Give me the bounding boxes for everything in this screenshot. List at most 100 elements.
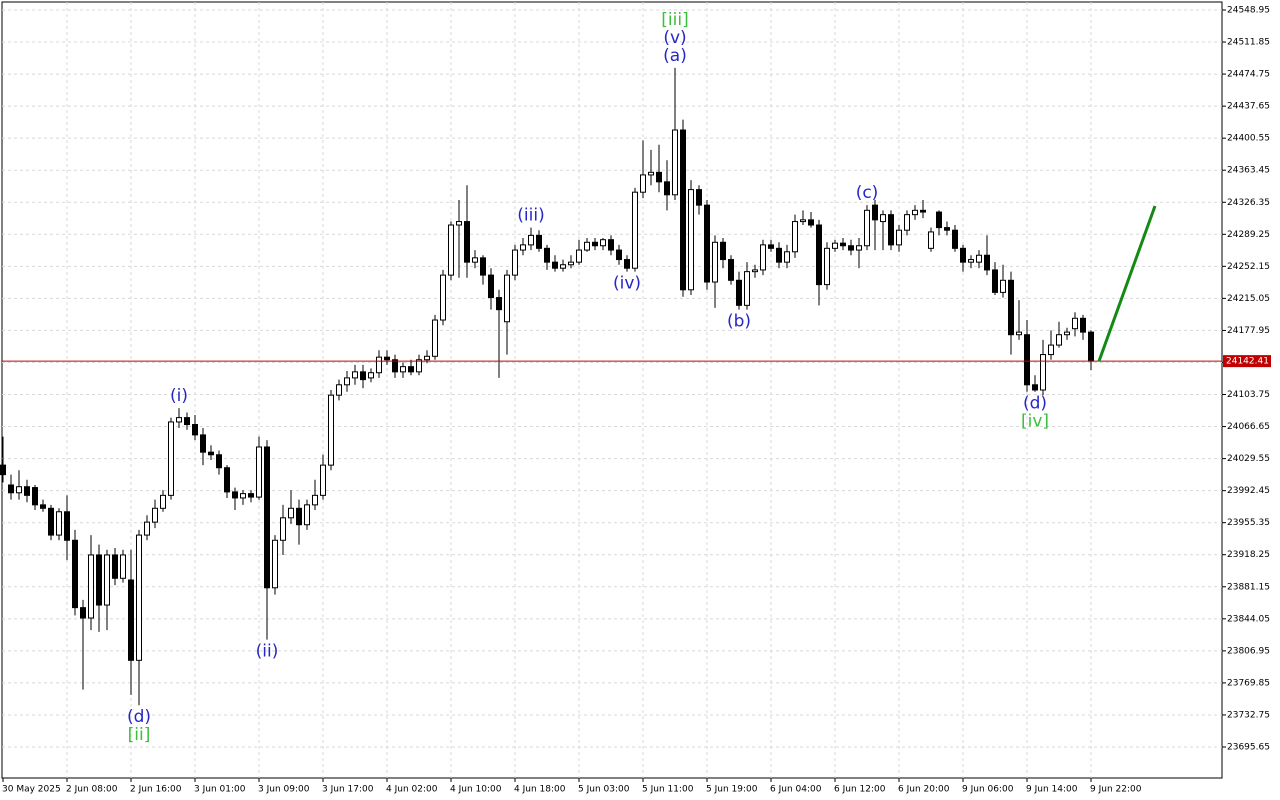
candle-body bbox=[504, 274, 510, 323]
candle-body bbox=[240, 493, 246, 499]
candle-body bbox=[320, 464, 326, 496]
candle-body bbox=[816, 224, 822, 286]
x-tick-label: 2 Jun 16:00 bbox=[130, 785, 182, 795]
candle-body bbox=[568, 261, 574, 266]
candle-body bbox=[344, 377, 350, 386]
x-tick-label: 4 Jun 10:00 bbox=[450, 785, 502, 795]
candle-body bbox=[1048, 344, 1054, 356]
x-tick-label: 5 Jun 11:00 bbox=[642, 785, 694, 795]
x-tick-label: 6 Jun 20:00 bbox=[898, 785, 950, 795]
candle-body bbox=[824, 247, 830, 286]
candle-body bbox=[208, 451, 214, 456]
wave-label: (iii) bbox=[517, 206, 544, 226]
wave-label: [ii] bbox=[128, 725, 151, 745]
candle-body bbox=[280, 517, 286, 541]
candle-body bbox=[920, 209, 926, 213]
candle-body bbox=[192, 424, 198, 436]
candle-body bbox=[424, 355, 430, 361]
candle-body bbox=[200, 434, 206, 453]
candle-body bbox=[792, 221, 798, 253]
y-tick-label: 24437.65 bbox=[1227, 102, 1270, 112]
y-tick-label: 24029.55 bbox=[1227, 454, 1270, 464]
candle-body bbox=[120, 554, 126, 579]
x-tick-label: 3 Jun 17:00 bbox=[322, 785, 374, 795]
candle-body bbox=[680, 129, 686, 291]
candle-body bbox=[488, 274, 494, 299]
y-tick-label: 23844.05 bbox=[1227, 614, 1270, 624]
wave-label: (v) bbox=[663, 28, 686, 48]
candle-body bbox=[608, 239, 614, 251]
wave-label: (ii) bbox=[256, 642, 279, 662]
candle-body bbox=[536, 234, 542, 249]
candle-body bbox=[808, 219, 814, 226]
candle-body bbox=[1072, 317, 1078, 330]
candle-body bbox=[480, 257, 486, 276]
candle-body bbox=[176, 417, 182, 423]
y-tick-label: 24548.95 bbox=[1227, 5, 1270, 15]
candle-body bbox=[512, 249, 518, 276]
candle-body bbox=[376, 356, 382, 374]
candle-body bbox=[8, 484, 14, 494]
candle-body bbox=[112, 554, 118, 579]
candle-body bbox=[744, 271, 750, 306]
candle-body bbox=[584, 241, 590, 251]
x-tick-label: 4 Jun 18:00 bbox=[514, 785, 566, 795]
candle-body bbox=[40, 504, 46, 509]
candle-body bbox=[960, 247, 966, 263]
y-tick-label: 24363.45 bbox=[1227, 166, 1270, 176]
candle-body bbox=[1032, 384, 1038, 391]
candle-body bbox=[952, 229, 958, 249]
wave-label: [iii] bbox=[661, 10, 688, 30]
x-tick-label: 5 Jun 03:00 bbox=[578, 785, 630, 795]
y-tick-label: 23881.15 bbox=[1227, 582, 1270, 592]
candle-body bbox=[128, 579, 134, 661]
candle-body bbox=[184, 417, 190, 426]
candle-body bbox=[16, 486, 22, 494]
candle-body bbox=[456, 221, 462, 226]
y-tick-label: 23955.35 bbox=[1227, 518, 1270, 528]
candle-body bbox=[1008, 279, 1014, 336]
y-tick-label: 24215.05 bbox=[1227, 294, 1270, 304]
candle-body bbox=[624, 259, 630, 269]
candle-body bbox=[1016, 331, 1022, 336]
candle-body bbox=[896, 229, 902, 246]
wave-label: (b) bbox=[727, 312, 751, 332]
candle-body bbox=[416, 359, 422, 373]
candle-body bbox=[304, 504, 310, 526]
candle-body bbox=[880, 214, 886, 223]
candle-body bbox=[528, 234, 534, 246]
candle-body bbox=[1040, 354, 1046, 391]
candle-body bbox=[832, 242, 838, 249]
candle-body bbox=[688, 189, 694, 291]
candle-body bbox=[968, 259, 974, 263]
candle-body bbox=[168, 421, 174, 496]
x-tick-label: 5 Jun 19:00 bbox=[706, 785, 758, 795]
candle-body bbox=[400, 366, 406, 373]
candle-body bbox=[616, 249, 622, 261]
candle-body bbox=[992, 269, 998, 293]
candle-body bbox=[80, 607, 86, 619]
candle-body bbox=[48, 507, 54, 536]
candle-body bbox=[360, 371, 366, 381]
candle-body bbox=[104, 554, 110, 606]
candle-body bbox=[312, 494, 318, 506]
candle-body bbox=[976, 254, 982, 263]
candle-body bbox=[56, 511, 62, 536]
candle-body bbox=[784, 251, 790, 263]
candle-body bbox=[664, 181, 670, 196]
y-tick-label: 24400.55 bbox=[1227, 134, 1270, 144]
candle-body bbox=[560, 264, 566, 269]
candle-body bbox=[544, 247, 550, 263]
candle-body bbox=[1080, 317, 1086, 333]
candle-body bbox=[440, 274, 446, 321]
wave-label: (iv) bbox=[613, 274, 641, 294]
candle-body bbox=[984, 254, 990, 271]
candle-body bbox=[160, 494, 166, 509]
candle-body bbox=[800, 219, 806, 223]
x-tick-label: 4 Jun 02:00 bbox=[386, 785, 438, 795]
x-tick-label: 6 Jun 04:00 bbox=[770, 785, 822, 795]
candle-body bbox=[1088, 331, 1094, 362]
candle-body bbox=[232, 491, 238, 499]
candle-body bbox=[264, 446, 270, 589]
candle-body bbox=[640, 174, 646, 193]
